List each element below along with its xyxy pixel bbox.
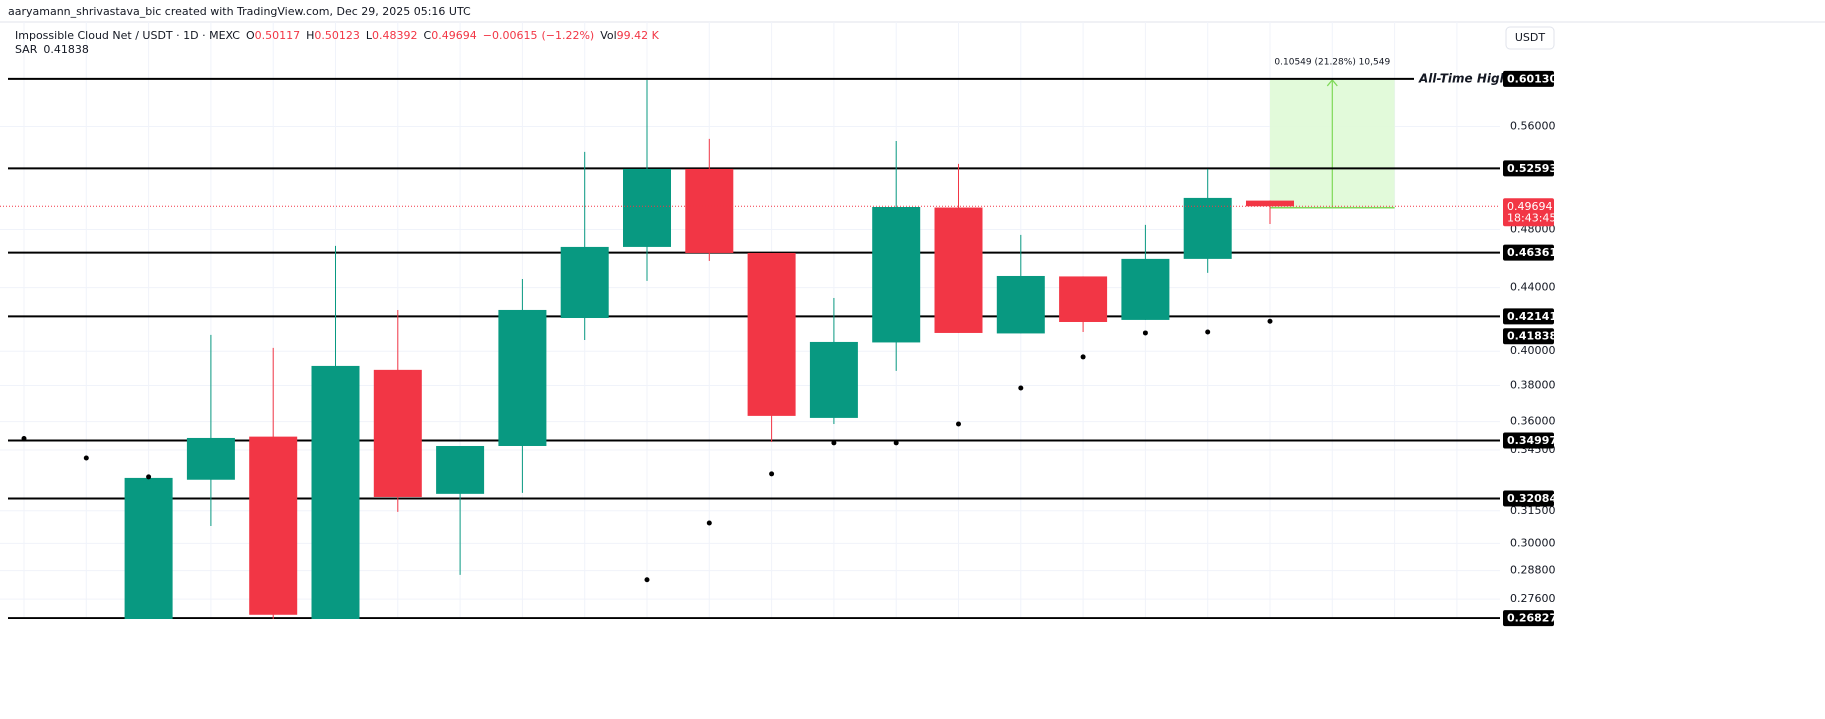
candle-body — [186, 437, 235, 480]
level-tag — [1503, 308, 1554, 325]
candle-body — [1246, 200, 1294, 207]
y-tick-label: 0.28800 — [1510, 564, 1556, 577]
candle-body — [623, 168, 671, 247]
level-tag-label: 0.60130 — [1507, 72, 1557, 85]
legend-key: Vol — [600, 29, 616, 42]
sar-dot — [83, 455, 89, 461]
chart-title: aaryamann_shrivastava_bic created with T… — [8, 5, 471, 18]
level-tag-label: 0.42141 — [1507, 310, 1557, 323]
symbol: Impossible Cloud Net / USDT · 1D · MEXC — [15, 29, 240, 42]
sar-dot — [956, 421, 961, 427]
level-tag — [1503, 490, 1554, 507]
sar-dot — [1267, 318, 1273, 324]
y-tick-label: 0.40000 — [1510, 344, 1556, 357]
sar-dot — [706, 520, 712, 526]
sar-dot — [21, 436, 27, 442]
sar-dot — [831, 440, 837, 446]
sar-dot — [1205, 329, 1211, 335]
candle-body — [934, 207, 983, 333]
y-tick-label: 0.27600 — [1510, 592, 1556, 605]
legend-key: SAR — [15, 43, 38, 56]
candle-body — [124, 477, 173, 619]
level-tag-label: 0.32084 — [1507, 492, 1557, 505]
candle-body — [436, 445, 485, 494]
legend-key: C — [424, 29, 432, 42]
sar-dot — [1142, 330, 1148, 336]
measure-label: 0.10549 (21.28%) 10,549 — [1274, 58, 1390, 68]
candle-body — [1183, 197, 1232, 259]
candle-body — [249, 436, 298, 615]
y-tick-label: 0.36000 — [1510, 415, 1556, 428]
countdown: 18:43:45 — [1507, 211, 1556, 224]
last-price-label: 0.49694 — [1507, 200, 1553, 213]
candle-body — [1121, 258, 1170, 320]
legend: Impossible Cloud Net / USDT · 1D · MEXC O… — [15, 29, 660, 42]
level-tag — [1503, 432, 1554, 449]
plot — [0, 22, 1500, 619]
level-tag-label: 0.26827 — [1507, 612, 1557, 625]
y-tick-label: 0.31500 — [1510, 504, 1556, 517]
legend-key: O — [246, 29, 255, 42]
sar-dot — [893, 440, 899, 446]
candle-body — [747, 252, 796, 416]
level-tag-label: 0.52593 — [1507, 162, 1557, 175]
y-tick-label: 0.30000 — [1510, 536, 1556, 549]
level-tag-label: 0.46361 — [1507, 246, 1557, 259]
legend-value: 99.42 K — [617, 29, 660, 42]
candle-body — [872, 207, 921, 343]
sar-dot — [146, 474, 152, 480]
currency-button[interactable] — [1505, 26, 1555, 50]
y-tick-label: 0.56000 — [1510, 119, 1556, 132]
level-tag — [1503, 160, 1554, 177]
candle-body — [1059, 276, 1108, 322]
level-tag — [1503, 244, 1554, 261]
sar-tag-label: 0.41838 — [1507, 330, 1557, 343]
candle-body — [373, 369, 422, 497]
y-tick-label: 0.44000 — [1510, 281, 1556, 294]
legend-value: 0.41838 — [43, 43, 89, 56]
y-tick-label: 0.38000 — [1510, 378, 1556, 391]
sar-legend: SAR 0.41838 — [15, 43, 89, 56]
legend-value: 0.50123 — [314, 29, 360, 42]
legend-value: 0.50117 — [255, 29, 301, 42]
sar-dot — [769, 471, 775, 477]
legend-value: 0.48392 — [372, 29, 418, 42]
candle-body — [685, 168, 734, 253]
legend-change-pct: (−1.22%) — [541, 29, 594, 42]
sar-dot — [1080, 354, 1086, 360]
candle-body — [560, 246, 609, 319]
sar-dot — [644, 577, 650, 583]
level-tag-label: 0.34997 — [1507, 434, 1557, 447]
last-price-tag — [1503, 198, 1554, 227]
level-tag — [1503, 70, 1554, 87]
candle-body — [996, 275, 1045, 334]
legend-change: −0.00615 — [483, 29, 538, 42]
candle-body — [498, 309, 547, 446]
candle-body — [311, 365, 360, 619]
level-tag — [1503, 610, 1554, 627]
level-annotation: All-Time High — [1418, 71, 1508, 85]
candle-body — [809, 341, 858, 418]
legend-value: 0.49694 — [431, 29, 477, 42]
sar-dot — [1018, 385, 1024, 391]
sar-tag — [1503, 328, 1554, 345]
currency[interactable]: USDT — [1515, 31, 1546, 44]
legend-key: L — [366, 29, 373, 42]
legend-key: H — [306, 29, 314, 42]
